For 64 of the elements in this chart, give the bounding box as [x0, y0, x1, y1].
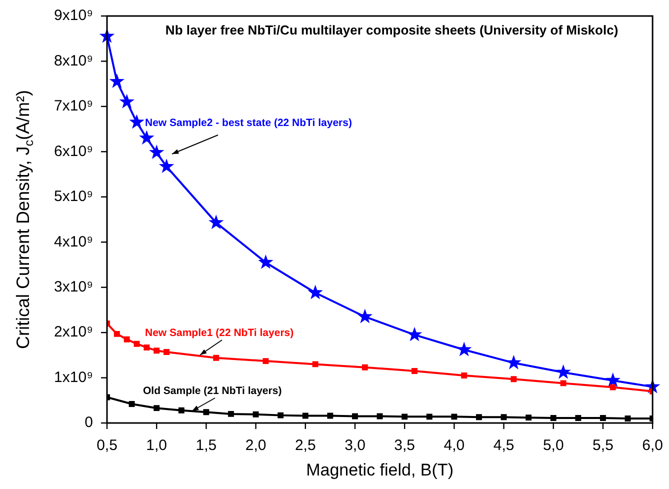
- y-tick-label: 1x10⁹: [54, 368, 93, 386]
- series-label: New Sample2 - best state (22 NbTi layers): [145, 116, 352, 129]
- point: [154, 348, 160, 354]
- point: [164, 349, 170, 355]
- y-axis-title: Critical Current Density, Jc(A/m²): [12, 90, 36, 349]
- x-tick-label: 1,0: [146, 437, 168, 454]
- point: [510, 376, 517, 382]
- point: [550, 415, 556, 421]
- point: [624, 416, 631, 422]
- point: [500, 414, 507, 420]
- point: [610, 384, 616, 390]
- point: [114, 330, 120, 337]
- point: [124, 336, 130, 342]
- x-tick-label: 3,0: [344, 437, 366, 454]
- point: [262, 358, 269, 364]
- point: [312, 361, 318, 368]
- y-tick-label: 0: [84, 414, 93, 432]
- point: [560, 380, 566, 386]
- point: [213, 354, 220, 361]
- x-tick-label: 0,5: [96, 437, 118, 454]
- series-label: New Sample1 (22 NbTi layers): [145, 326, 294, 339]
- x-tick-label: 5,0: [542, 437, 564, 454]
- point: [476, 414, 482, 420]
- point: [178, 407, 184, 414]
- point: [362, 364, 368, 370]
- y-tick-label: 7x10⁹: [54, 98, 93, 115]
- point: [376, 413, 383, 420]
- x-tick-label: 5,5: [592, 437, 614, 454]
- y-tick-label: 6x10⁹: [54, 142, 93, 160]
- point: [402, 414, 408, 420]
- x-tick-label: 1,5: [196, 437, 217, 454]
- point: [575, 415, 582, 421]
- x-tick-label: 3,5: [394, 437, 416, 454]
- y-tick-label: 5x10⁹: [54, 188, 93, 206]
- series-label: Old Sample (21 NbTi layers): [143, 384, 282, 397]
- x-tick-label: 2,5: [294, 437, 316, 454]
- x-axis-title: Magnetic field, B(T): [306, 460, 454, 480]
- point: [327, 412, 334, 419]
- point: [600, 415, 606, 421]
- y-tick-label: 3x10⁹: [54, 278, 93, 296]
- point: [426, 414, 432, 420]
- point: [203, 409, 210, 416]
- text: Nb layer free NbTi/Cu multilayer composite sheets (University of Miskolc): [165, 22, 618, 38]
- y-tick-label: 2x10⁹: [54, 324, 93, 341]
- point: [228, 410, 234, 417]
- point: [352, 413, 358, 420]
- point: [154, 405, 160, 412]
- point: [526, 414, 532, 421]
- point: [278, 412, 284, 418]
- y-tick-label: 4x10⁹: [54, 233, 93, 250]
- point: [302, 412, 308, 419]
- x-tick-label: 4,0: [444, 437, 465, 454]
- point: [144, 344, 150, 350]
- y-tick-label: 9x10⁹: [54, 7, 93, 24]
- y-tick-label: 8x10⁹: [54, 52, 93, 70]
- point: [451, 414, 458, 420]
- point: [252, 411, 259, 418]
- x-tick-label: 6,0: [642, 437, 664, 454]
- point: [128, 401, 135, 407]
- point: [412, 368, 418, 374]
- point: [134, 340, 140, 347]
- point: [461, 372, 468, 378]
- x-tick-label: 4,5: [493, 437, 514, 454]
- x-tick-label: 2,0: [245, 437, 266, 454]
